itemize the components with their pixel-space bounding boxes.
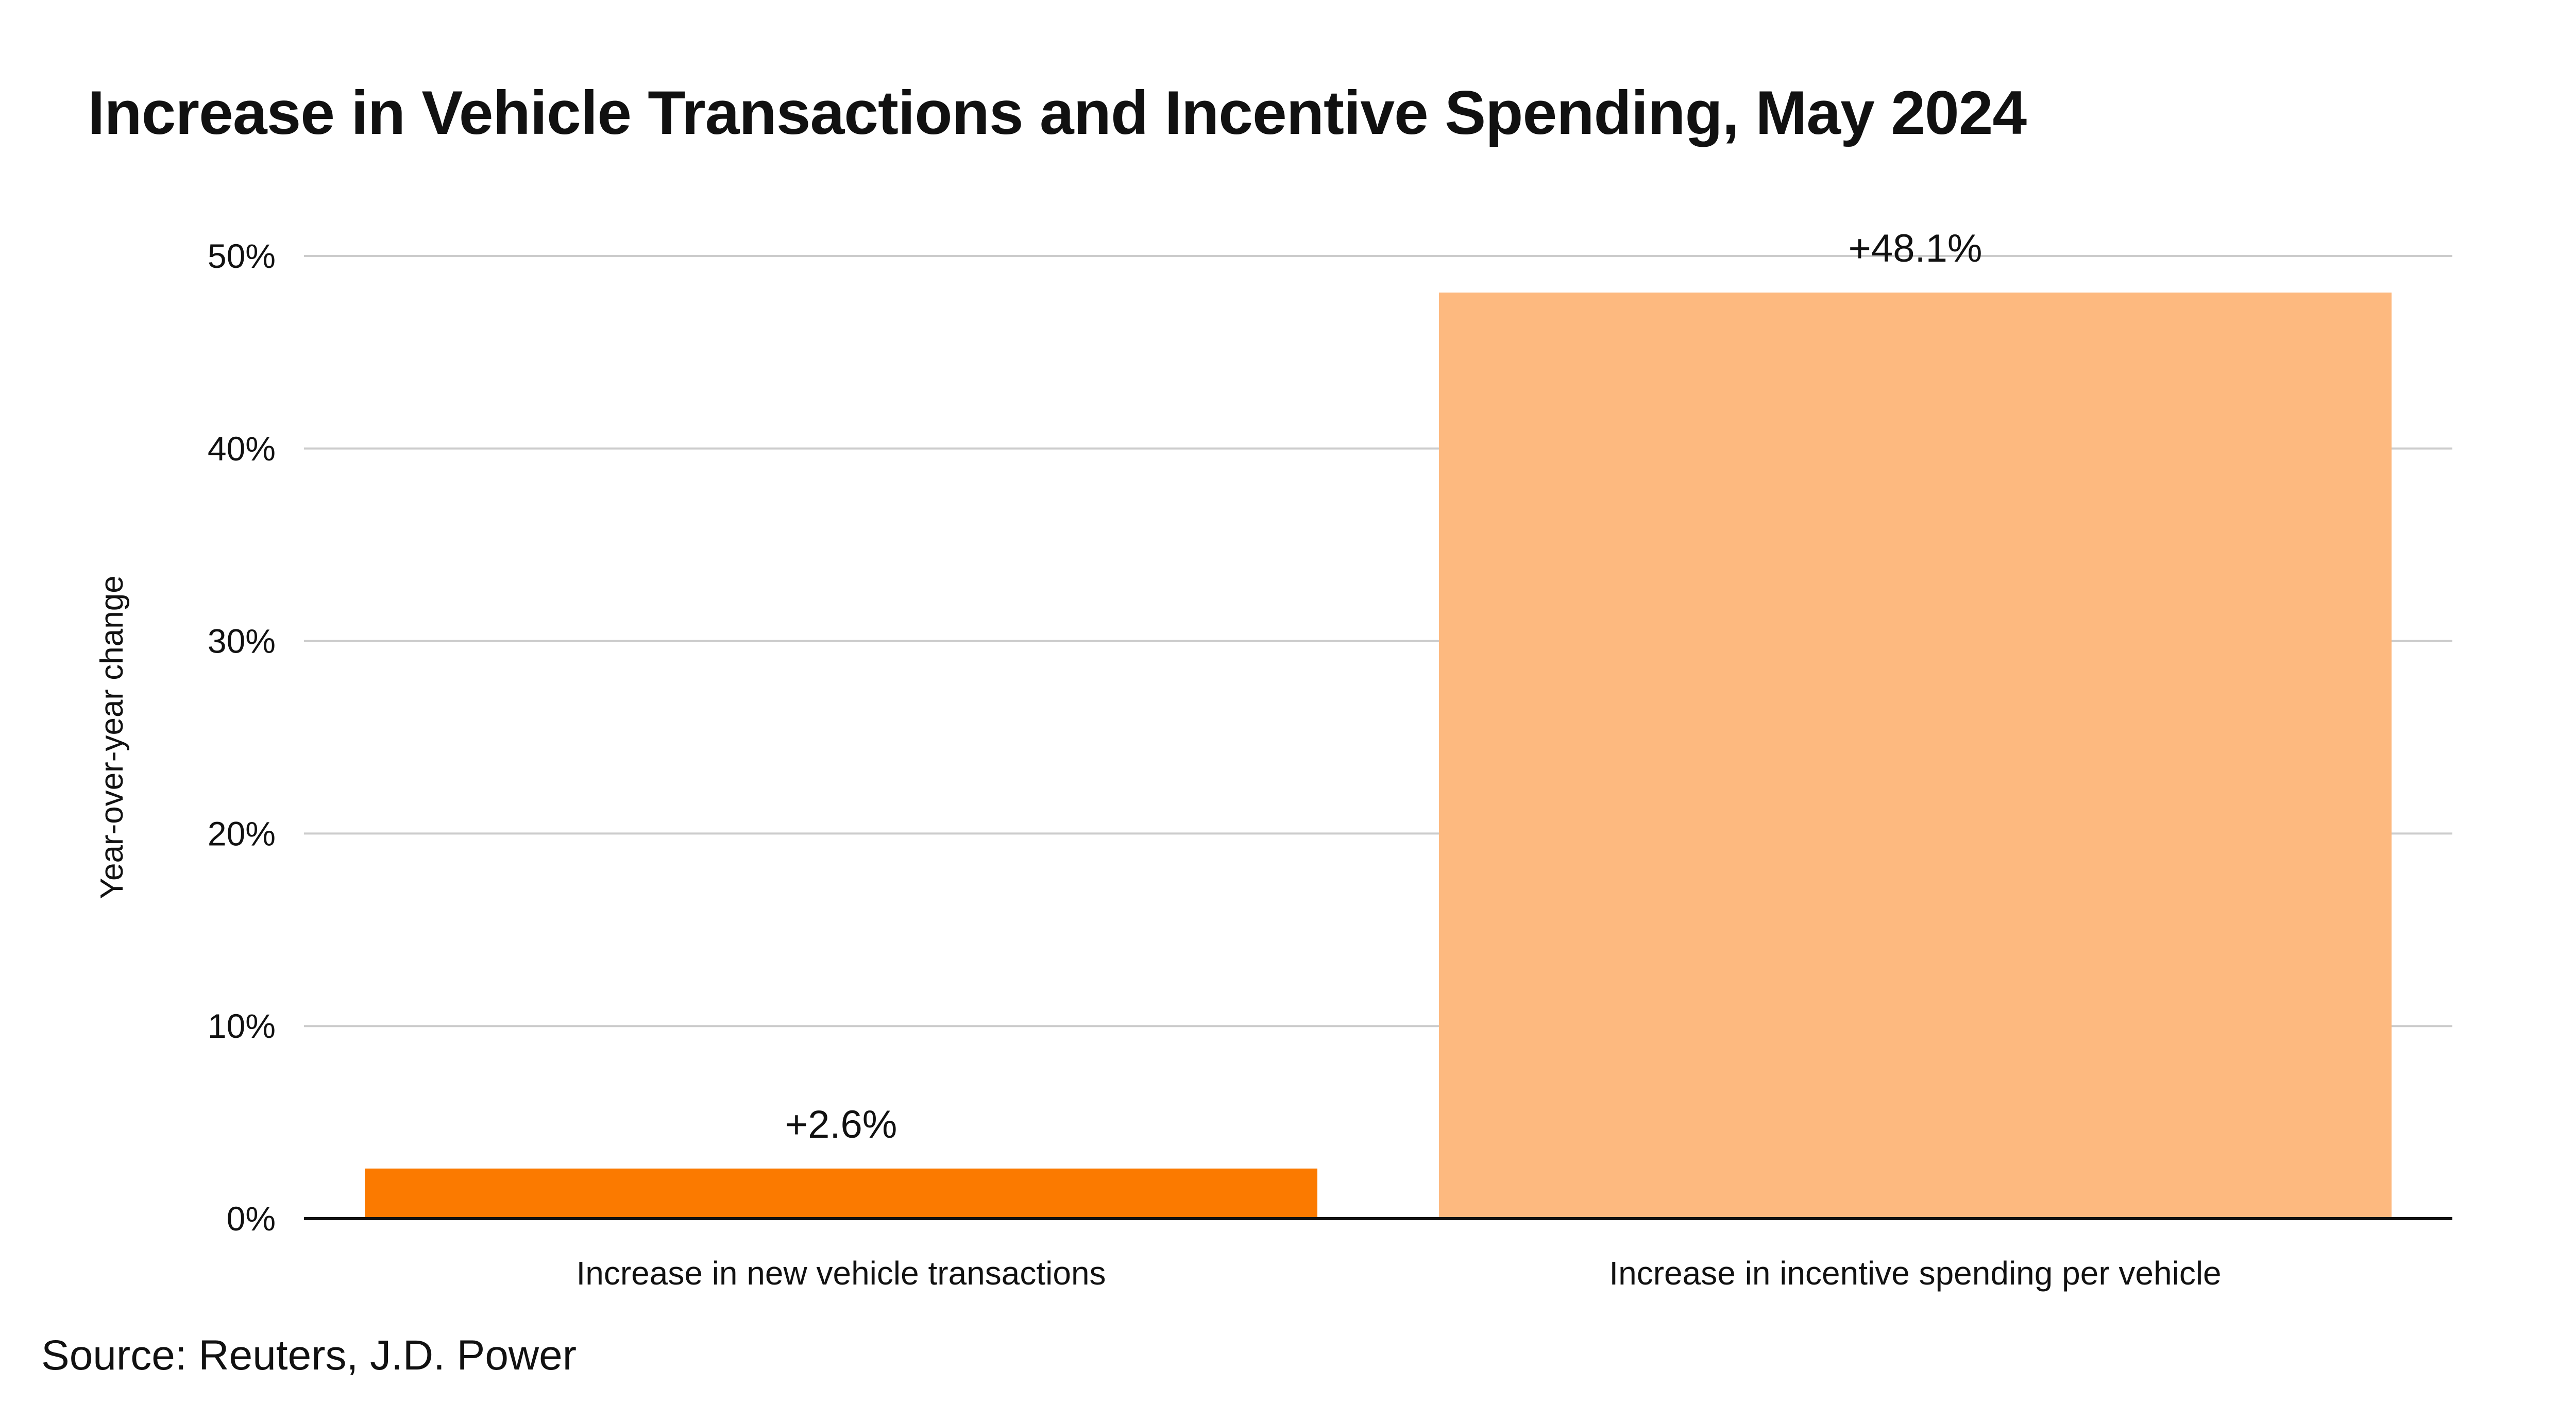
y-axis-ticks: 0% 10% 20% 30% 40% 50% [208,237,276,1238]
source-note: Source: Reuters, J.D. Power [41,1332,577,1379]
x-axis-categories: Increase in new vehicle transactions Incr… [576,1255,2221,1292]
y-axis-title: Year-over-year change [94,575,130,899]
bars [365,293,2392,1219]
y-tick-label: 10% [208,1007,276,1045]
x-category-label: Increase in incentive spending per vehic… [1609,1255,2221,1292]
bar [365,1168,1317,1219]
data-labels: +2.6% +48.1% [785,227,1982,1146]
y-tick-label: 30% [208,622,276,660]
y-tick-label: 0% [227,1200,276,1238]
y-tick-label: 40% [208,430,276,468]
data-label: +2.6% [785,1103,897,1146]
data-label: +48.1% [1849,227,1982,270]
chart-title: Increase in Vehicle Transactions and Inc… [88,78,2027,147]
bar [1439,293,2392,1219]
y-tick-label: 20% [208,814,276,852]
x-category-label: Increase in new vehicle transactions [576,1255,1106,1292]
y-tick-label: 50% [208,237,276,275]
